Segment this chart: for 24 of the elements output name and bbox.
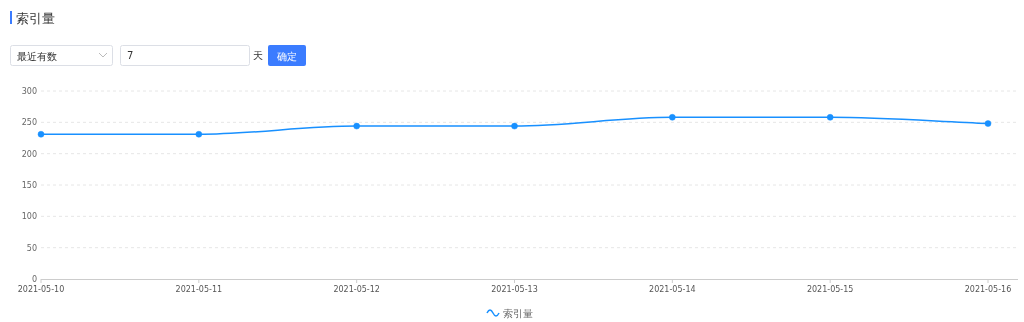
y-tick-label: 300 xyxy=(21,87,37,96)
y-tick-label: 0 xyxy=(31,275,37,284)
chart-title: 索引量 xyxy=(16,11,55,26)
point xyxy=(511,122,518,130)
point xyxy=(984,120,992,127)
controls: 最近有数 7 天 确定 xyxy=(10,45,306,66)
x-tick-label: 2021-05-12 xyxy=(333,285,380,294)
x-tick-label: 2021-05-15 xyxy=(806,285,854,294)
point xyxy=(37,130,45,138)
y-tick-label: 50 xyxy=(26,243,37,253)
y-tick-label: 200 xyxy=(21,149,37,159)
legend-label: 索引量 xyxy=(503,308,533,319)
y-tick-label: 250 xyxy=(21,118,37,128)
point xyxy=(669,114,676,121)
point xyxy=(826,114,834,121)
x-tick-label: 2021-05-13 xyxy=(491,285,538,294)
point xyxy=(353,122,360,130)
x-tick-label: 2021-05-10 xyxy=(17,285,65,294)
x-tick-label: 2021-05-14 xyxy=(649,285,696,294)
x-tick-label: 2021-05-16 xyxy=(964,285,1012,294)
y-tick-label: 100 xyxy=(21,212,37,222)
point xyxy=(195,130,203,138)
x-tick-label: 2021-05-11 xyxy=(175,285,223,294)
y-tick-label: 150 xyxy=(21,181,37,190)
